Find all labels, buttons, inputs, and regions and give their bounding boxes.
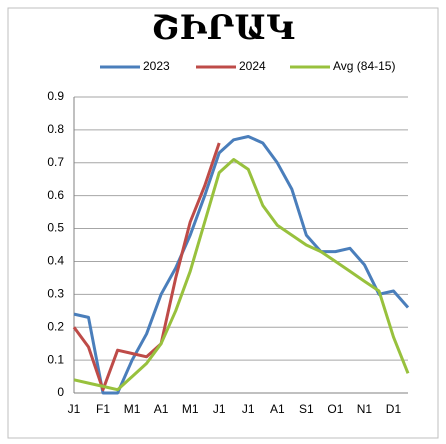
legend-label: Avg (84-15)	[333, 59, 395, 73]
x-tick-label: N1	[357, 402, 373, 416]
y-tick-label: 0.9	[47, 89, 64, 103]
x-tick-label: M1	[182, 402, 199, 416]
x-tick-label: F1	[96, 402, 110, 416]
y-tick-label: 0.7	[47, 155, 64, 169]
y-tick-label: 0	[57, 385, 64, 399]
x-tick-label: A1	[154, 402, 169, 416]
frame	[7, 7, 439, 439]
y-tick-label: 0.6	[47, 188, 64, 202]
y-tick-label: 0.3	[47, 287, 64, 301]
y-tick-label: 0.2	[47, 319, 64, 333]
y-tick-label: 0.8	[47, 122, 64, 136]
series-line	[72, 142, 221, 392]
x-tick-label: A1	[270, 402, 285, 416]
y-tick-label: 0.1	[47, 352, 64, 366]
series-line	[73, 158, 410, 392]
x-tick-label: O1	[327, 402, 343, 416]
x-tick-label: D1	[386, 402, 402, 416]
x-tick-label: S1	[299, 402, 314, 416]
series-line	[73, 135, 410, 395]
x-tick-label: J1	[242, 402, 255, 416]
y-tick-label: 0.4	[47, 254, 64, 268]
y-tick-label: 0.5	[47, 221, 64, 235]
chart-title: ՇԻՐԱԿ	[151, 8, 295, 48]
legend-label: 2023	[143, 59, 170, 73]
x-tick-label: J1	[68, 402, 81, 416]
x-tick-label: M1	[124, 402, 141, 416]
legend-label: 2024	[239, 59, 266, 73]
x-tick-label: J1	[213, 402, 226, 416]
